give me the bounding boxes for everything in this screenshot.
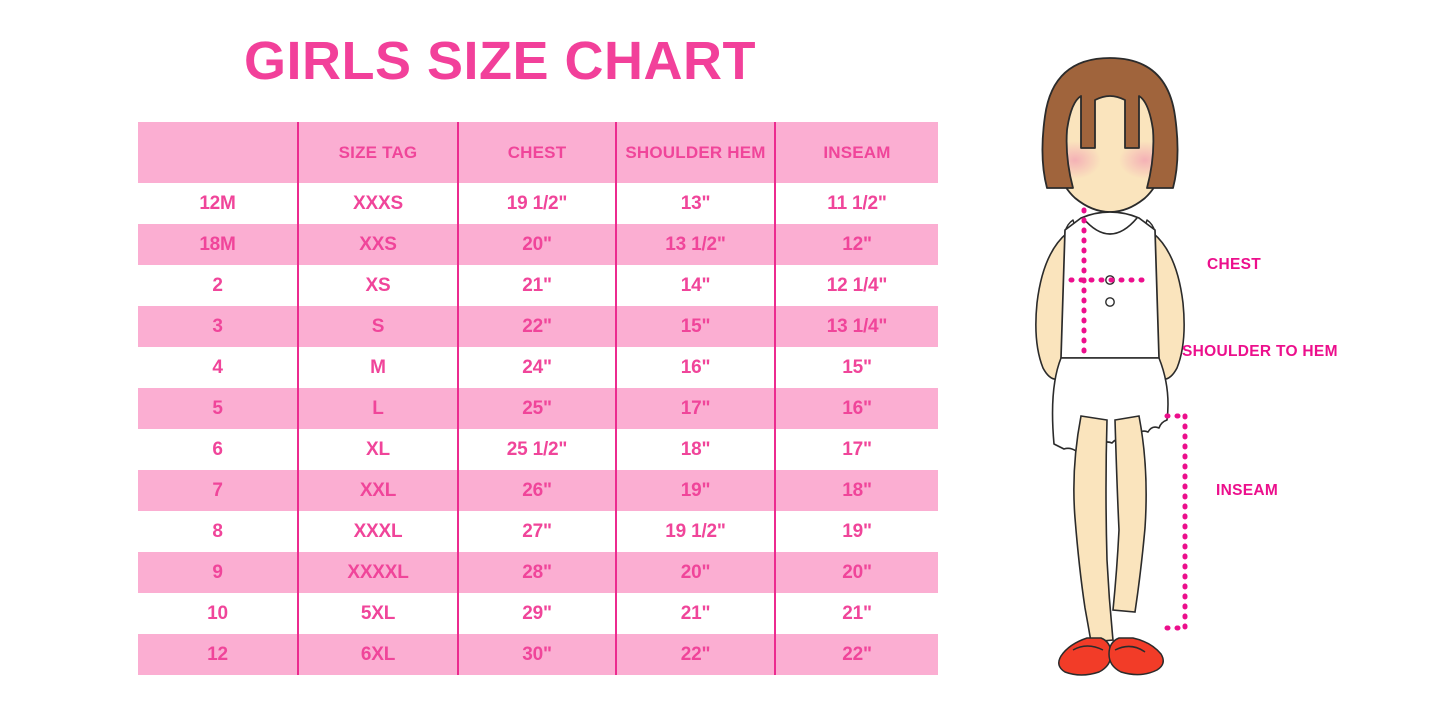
cell-inseam: 20" <box>775 552 938 593</box>
cell-size: 18M <box>138 224 299 265</box>
cell-inseam: 18" <box>775 470 938 511</box>
cell-size-tag: S <box>298 306 459 347</box>
cell-inseam: 12" <box>775 224 938 265</box>
table-row: 6 XL 25 1/2" 18" 17" <box>138 429 938 470</box>
cell-chest: 30" <box>458 634 617 675</box>
skirt-shape <box>1051 357 1169 452</box>
cell-shoulder: 18" <box>616 429 776 470</box>
table-row: 4 M 24" 16" 15" <box>138 347 938 388</box>
cell-chest: 29" <box>458 593 617 634</box>
table-row: 3 S 22" 15" 13 1/4" <box>138 306 938 347</box>
cell-inseam: 17" <box>775 429 938 470</box>
cell-size: 9 <box>138 552 299 593</box>
table-row: 5 L 25" 17" 16" <box>138 388 938 429</box>
girl-figure-illustration <box>995 38 1225 698</box>
cell-inseam: 21" <box>775 593 938 634</box>
cell-chest: 19 1/2" <box>458 183 617 224</box>
cell-shoulder: 20" <box>616 552 776 593</box>
column-header-chest: CHEST <box>458 122 617 183</box>
cell-chest: 21" <box>458 265 617 306</box>
table-row: 9 XXXXL 28" 20" 20" <box>138 552 938 593</box>
cell-size: 12M <box>138 183 299 224</box>
cell-size: 6 <box>138 429 299 470</box>
table-row: 12 6XL 30" 22" 22" <box>138 634 938 675</box>
cell-chest: 28" <box>458 552 617 593</box>
table-row: 2 XS 21" 14" 12 1/4" <box>138 265 938 306</box>
top-neckline <box>1082 217 1138 235</box>
cell-shoulder: 16" <box>616 347 776 388</box>
cell-size-tag: M <box>298 347 459 388</box>
cell-size: 12 <box>138 634 299 675</box>
cell-size-tag: L <box>298 388 459 429</box>
cell-size: 10 <box>138 593 299 634</box>
cell-inseam: 22" <box>775 634 938 675</box>
cell-shoulder: 19 1/2" <box>616 511 776 552</box>
leg-left <box>1073 415 1114 643</box>
shoe-left <box>1058 637 1112 676</box>
cell-size: 7 <box>138 470 299 511</box>
shoe-strap-right <box>1114 645 1146 653</box>
button-bottom <box>1105 297 1115 307</box>
cell-inseam: 19" <box>775 511 938 552</box>
cell-chest: 25 1/2" <box>458 429 617 470</box>
cell-size-tag: XXXXL <box>298 552 459 593</box>
cell-size-tag: XXXL <box>298 511 459 552</box>
cell-shoulder: 14" <box>616 265 776 306</box>
cell-shoulder: 17" <box>616 388 776 429</box>
cell-size-tag: 6XL <box>298 634 459 675</box>
leg-right <box>1112 415 1147 613</box>
cell-size: 3 <box>138 306 299 347</box>
cell-shoulder: 13" <box>616 183 776 224</box>
cell-size-tag: 5XL <box>298 593 459 634</box>
cell-chest: 20" <box>458 224 617 265</box>
cell-size: 8 <box>138 511 299 552</box>
page-title: GIRLS SIZE CHART <box>243 31 756 91</box>
cell-size: 4 <box>138 347 299 388</box>
column-header-size-tag: SIZE TAG <box>298 122 459 183</box>
cell-chest: 24" <box>458 347 617 388</box>
cell-chest: 22" <box>458 306 617 347</box>
table-row: 18M XXS 20" 13 1/2" 12" <box>138 224 938 265</box>
cell-size-tag: XXXS <box>298 183 459 224</box>
table-row: 10 5XL 29" 21" 21" <box>138 593 938 634</box>
cell-inseam: 13 1/4" <box>775 306 938 347</box>
cell-size-tag: XL <box>298 429 459 470</box>
shoe-strap-left <box>1072 645 1104 651</box>
table-row: 12M XXXS 19 1/2" 13" 11 1/2" <box>138 183 938 224</box>
cell-shoulder: 15" <box>616 306 776 347</box>
cell-size-tag: XS <box>298 265 459 306</box>
cell-inseam: 12 1/4" <box>775 265 938 306</box>
column-header-size <box>138 122 299 183</box>
size-chart-table: SIZE TAG CHEST SHOULDER HEM INSEAM 12M X… <box>138 122 938 675</box>
cell-shoulder: 22" <box>616 634 776 675</box>
cell-inseam: 11 1/2" <box>775 183 938 224</box>
cell-size: 2 <box>138 265 299 306</box>
column-header-inseam: INSEAM <box>775 122 938 183</box>
cell-size: 5 <box>138 388 299 429</box>
cell-size-tag: XXS <box>298 224 459 265</box>
cell-size-tag: XXL <box>298 470 459 511</box>
hair-shape <box>1041 57 1179 189</box>
cell-chest: 27" <box>458 511 617 552</box>
cell-shoulder: 19" <box>616 470 776 511</box>
cell-inseam: 15" <box>775 347 938 388</box>
cell-inseam: 16" <box>775 388 938 429</box>
cell-chest: 25" <box>458 388 617 429</box>
inseam-label: INSEAM <box>1216 482 1279 499</box>
chest-label: CHEST <box>1207 256 1262 273</box>
table-row: 7 XXL 26" 19" 18" <box>138 470 938 511</box>
column-header-shoulder-hem: SHOULDER HEM <box>616 122 776 183</box>
cell-shoulder: 13 1/2" <box>616 224 776 265</box>
table-header-row: SIZE TAG CHEST SHOULDER HEM INSEAM <box>138 122 938 183</box>
cell-shoulder: 21" <box>616 593 776 634</box>
cell-chest: 26" <box>458 470 617 511</box>
shoulder-to-hem-label: SHOULDER TO HEM <box>1182 343 1338 360</box>
table-row: 8 XXXL 27" 19 1/2" 19" <box>138 511 938 552</box>
shoe-right <box>1108 637 1164 676</box>
